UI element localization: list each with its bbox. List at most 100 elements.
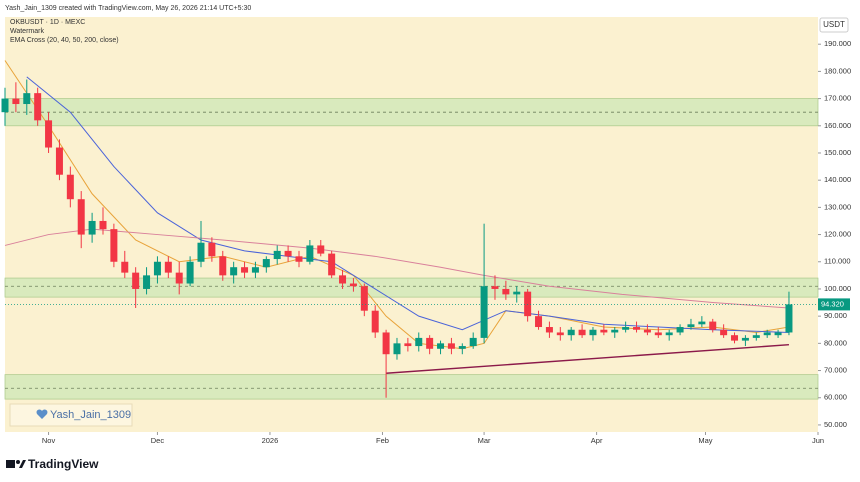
candle-body xyxy=(121,261,129,273)
candle-body xyxy=(175,272,183,284)
candle-body xyxy=(66,174,74,200)
candle-body xyxy=(12,98,20,105)
candle-body xyxy=(480,286,488,338)
y-tick-label: 60.000 xyxy=(824,393,847,402)
candle-body xyxy=(513,291,521,295)
candle-body xyxy=(763,332,771,336)
candle-body xyxy=(273,250,281,260)
candle-body xyxy=(295,256,303,262)
currency: USDT xyxy=(823,20,845,29)
candle-body xyxy=(1,98,9,113)
y-tick-label: 180.000 xyxy=(824,66,851,75)
y-tick-label: 90.000 xyxy=(824,311,847,320)
candle-body xyxy=(437,343,445,349)
candle-body xyxy=(349,283,357,287)
y-tick-label: 140.000 xyxy=(824,175,851,184)
trendline xyxy=(386,344,790,374)
candle-body xyxy=(665,332,673,336)
zone xyxy=(4,277,819,298)
candle-body xyxy=(774,332,782,336)
candle-body xyxy=(23,93,31,105)
y-tick-label: 130.000 xyxy=(824,202,851,211)
candle-body xyxy=(611,329,619,333)
candle-body xyxy=(45,120,53,148)
zone xyxy=(4,374,819,400)
candle-body xyxy=(262,259,270,268)
x-tick-label: Feb xyxy=(376,436,389,445)
candle-body xyxy=(502,288,510,295)
y-tick-label: 80.000 xyxy=(824,338,847,347)
plot-area xyxy=(5,17,818,432)
candle-body xyxy=(524,291,532,317)
candle-body xyxy=(77,199,85,235)
y-tick-label: 110.000 xyxy=(824,257,851,266)
last-price-label: 94.320 xyxy=(821,299,844,308)
candle-body xyxy=(208,242,216,257)
credit: Yash_Jain_1309 created with TradingView.… xyxy=(5,5,251,12)
candle-body xyxy=(306,245,314,262)
candle-body xyxy=(556,332,564,336)
candle-body xyxy=(284,250,292,257)
heart-icon xyxy=(36,409,48,419)
candle-body xyxy=(447,343,455,349)
indicator: Watermark xyxy=(10,28,44,35)
symbol: OKBUSDT · 1D · MEXC xyxy=(10,19,85,26)
candle-body xyxy=(709,321,717,330)
candle-body xyxy=(339,275,347,284)
candle-body xyxy=(110,229,118,262)
indicator: EMA Cross (20, 40, 50, 200, close) xyxy=(10,37,119,44)
candle-body xyxy=(589,329,597,336)
candle-body xyxy=(720,329,728,336)
watermark-box xyxy=(9,403,133,427)
candle-body xyxy=(545,327,553,333)
candle-body xyxy=(186,261,194,284)
candle-body xyxy=(153,261,161,276)
candle-body xyxy=(567,329,575,336)
candle-body xyxy=(371,310,379,333)
y-tick-label: 50.000 xyxy=(824,420,847,429)
y-tick-label: 120.000 xyxy=(824,230,851,239)
ema-line xyxy=(26,76,789,333)
candle-body xyxy=(741,337,749,341)
logo: TradingView xyxy=(28,457,99,471)
candle-body xyxy=(676,327,684,333)
candle-body xyxy=(88,220,96,235)
candle-body xyxy=(55,147,63,175)
candle-body xyxy=(241,267,249,273)
candle-body xyxy=(404,343,412,347)
plot xyxy=(1,60,819,400)
candle-body xyxy=(251,267,259,273)
candle-body xyxy=(469,337,477,347)
candle-body xyxy=(535,316,543,328)
y-tick-label: 150.000 xyxy=(824,148,851,157)
candle-body xyxy=(99,220,107,230)
x-tick-label: Nov xyxy=(42,436,56,445)
candle-body xyxy=(600,329,608,333)
candle-body xyxy=(491,286,499,289)
candle-body xyxy=(698,321,706,325)
candle-body xyxy=(458,346,466,349)
candle-body xyxy=(317,245,325,254)
candle-body xyxy=(230,267,238,276)
candle-body xyxy=(132,272,140,289)
candle-body xyxy=(654,332,662,336)
watermark: Yash_Jain_1309 xyxy=(50,409,131,421)
candle-body xyxy=(687,324,695,328)
zone xyxy=(4,98,819,127)
x-tick-label: May xyxy=(698,436,712,445)
y-tick-label: 160.000 xyxy=(824,121,851,130)
candle-body xyxy=(382,332,390,355)
y-tick-label: 190.000 xyxy=(824,39,851,48)
candle-body xyxy=(393,343,401,355)
ema-line xyxy=(4,60,790,350)
y-tick-label: 170.000 xyxy=(824,94,851,103)
candle-body xyxy=(578,329,586,336)
x-tick-label: Apr xyxy=(591,436,603,445)
candle-body xyxy=(622,327,630,330)
candle-body xyxy=(360,286,368,311)
x-tick-label: Jun xyxy=(812,436,824,445)
candle-body xyxy=(328,253,336,276)
y-tick-label: 100.000 xyxy=(824,284,851,293)
x-tick-label: 2026 xyxy=(262,436,279,445)
